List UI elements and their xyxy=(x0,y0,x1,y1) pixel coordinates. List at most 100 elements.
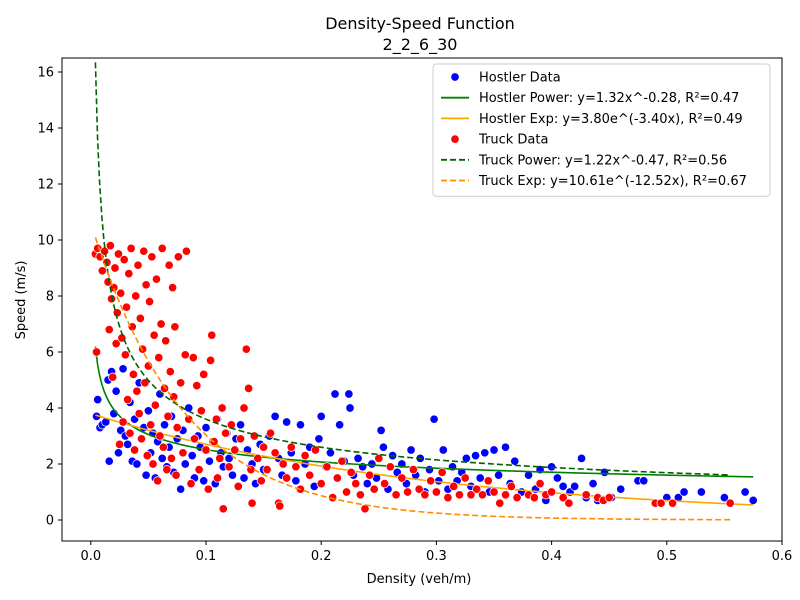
truck-point xyxy=(668,498,678,508)
truck-point xyxy=(351,479,361,489)
hostler-point xyxy=(325,448,335,458)
truck-point xyxy=(385,462,395,472)
hostler-point xyxy=(118,364,128,374)
truck-point xyxy=(115,439,125,449)
legend-label: Hostler Power: y=1.32x^-0.28, R²=0.47 xyxy=(479,91,739,106)
hostler-point xyxy=(616,484,626,494)
truck-point xyxy=(224,462,234,472)
hostler-point xyxy=(295,420,306,430)
truck-point xyxy=(149,330,159,340)
truck-point xyxy=(244,383,254,393)
y-tick-label: 6 xyxy=(46,346,54,361)
truck-point xyxy=(512,493,522,503)
hostler-point xyxy=(159,420,170,430)
truck-point xyxy=(97,266,107,276)
truck-point xyxy=(145,297,155,307)
hostler-point xyxy=(345,403,355,413)
truck-point xyxy=(92,347,102,357)
legend-label: Truck Exp: y=10.61e^(-12.52x), R²=0.67 xyxy=(478,174,747,189)
hostler-point xyxy=(143,406,153,416)
truck-point xyxy=(105,241,115,251)
truck-point xyxy=(337,456,347,466)
truck-point xyxy=(374,453,384,463)
truck-point xyxy=(189,434,200,444)
power-fit-line-4 xyxy=(94,62,731,476)
truck-point xyxy=(369,484,379,494)
truck-point xyxy=(203,484,213,494)
truck-point xyxy=(275,501,285,511)
truck-points xyxy=(90,241,735,514)
truck-point xyxy=(495,498,505,508)
truck-point xyxy=(500,490,511,500)
truck-point xyxy=(186,479,196,489)
y-tick-label: 12 xyxy=(37,178,54,193)
hostler-point xyxy=(330,389,340,399)
truck-point xyxy=(247,498,257,508)
truck-point xyxy=(166,453,176,463)
truck-point xyxy=(215,453,225,463)
truck-point xyxy=(365,470,375,480)
truck-point xyxy=(103,277,113,287)
truck-point xyxy=(535,479,545,489)
truck-point xyxy=(426,476,436,486)
truck-point xyxy=(403,487,413,497)
truck-point xyxy=(108,372,118,382)
truck-point xyxy=(136,434,147,444)
truck-point xyxy=(173,252,183,262)
truck-point xyxy=(172,423,182,433)
truck-point xyxy=(431,487,441,497)
hostler-point xyxy=(438,445,448,455)
plot-area xyxy=(90,62,758,521)
hostler-point xyxy=(489,445,499,455)
hostler-point xyxy=(227,470,238,480)
x-tick-label: 0.3 xyxy=(426,549,447,564)
truck-point xyxy=(176,378,186,388)
legend-marker xyxy=(450,134,460,144)
x-axis-label: Density (veh/m) xyxy=(367,572,472,587)
truck-point xyxy=(305,470,315,480)
hostler-point xyxy=(113,448,123,458)
chart-subtitle: 2_2_6_30 xyxy=(383,35,458,55)
truck-point xyxy=(169,392,179,402)
y-tick-label: 8 xyxy=(46,290,54,305)
truck-point xyxy=(341,487,352,497)
x-tick-label: 0.2 xyxy=(311,549,332,564)
x-tick-label: 0.1 xyxy=(196,549,217,564)
truck-point xyxy=(278,459,288,469)
truck-point xyxy=(241,344,251,354)
y-tick-label: 14 xyxy=(37,122,54,137)
x-tick-label: 0.0 xyxy=(80,549,101,564)
chart-title: Density-Speed Function xyxy=(325,14,515,33)
truck-point xyxy=(196,406,206,416)
truck-point xyxy=(111,339,121,349)
legend: Hostler Data Hostler Power: y=1.32x^-0.28… xyxy=(432,63,771,197)
truck-point xyxy=(282,473,292,483)
truck-point xyxy=(141,280,151,290)
truck-point xyxy=(164,260,174,270)
truck-point xyxy=(291,462,301,472)
truck-point xyxy=(155,431,165,441)
truck-point xyxy=(157,243,167,253)
x-tick-label: 0.5 xyxy=(656,549,677,564)
truck-point xyxy=(199,369,209,379)
truck-point xyxy=(656,498,666,508)
legend-item: Hostler Data xyxy=(450,71,561,86)
plot-content xyxy=(90,62,758,521)
hostler-point xyxy=(576,453,587,463)
hostler-point xyxy=(480,448,490,458)
truck-point xyxy=(126,243,136,253)
truck-point xyxy=(253,453,263,463)
truck-point xyxy=(483,476,493,486)
truck-point xyxy=(192,381,202,391)
hostler-point xyxy=(406,445,416,455)
hostler-point xyxy=(353,453,363,463)
hostler-point xyxy=(104,456,114,466)
x-tick-label: 0.6 xyxy=(772,549,793,564)
truck-point xyxy=(153,476,163,486)
hostler-point xyxy=(740,487,750,497)
truck-point xyxy=(201,445,211,455)
truck-point xyxy=(125,428,135,438)
truck-point xyxy=(165,367,175,377)
y-tick-label: 0 xyxy=(46,514,54,529)
